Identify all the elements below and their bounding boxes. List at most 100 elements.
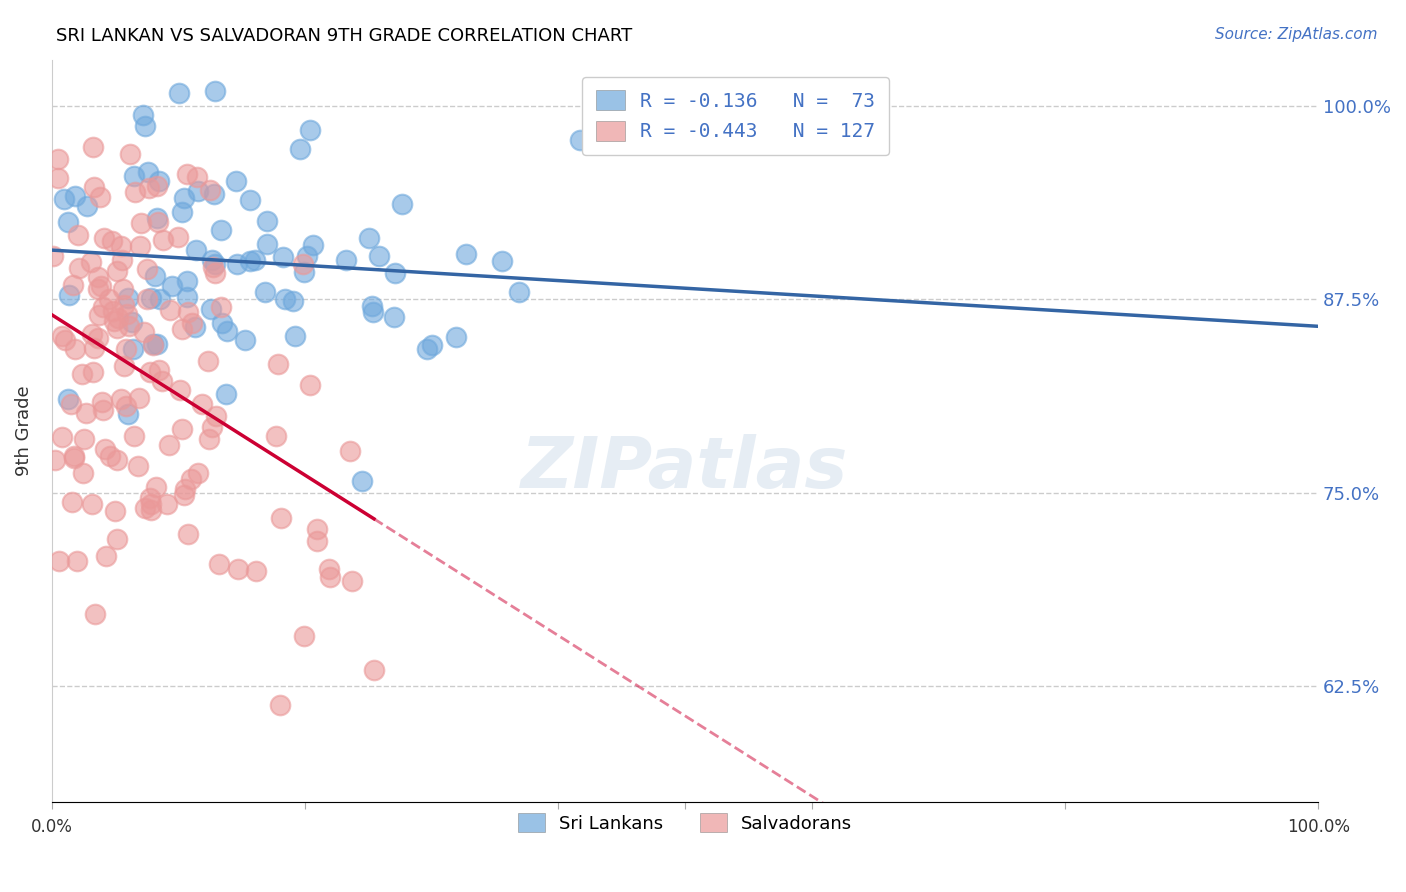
Point <box>80 255 103 269</box>
Point <box>87 270 110 285</box>
Point <box>226 562 249 576</box>
Point <box>267 357 290 371</box>
Point <box>201 253 224 268</box>
Point <box>129 216 152 230</box>
Point <box>143 269 166 284</box>
Point <box>352 474 374 488</box>
Point <box>305 533 328 548</box>
Point <box>124 169 146 183</box>
Point <box>226 257 249 271</box>
Text: SRI LANKAN VS SALVADORAN 9TH GRADE CORRELATION CHART: SRI LANKAN VS SALVADORAN 9TH GRADE CORRE… <box>56 27 633 45</box>
Point <box>91 402 114 417</box>
Point <box>89 308 111 322</box>
Point <box>90 279 112 293</box>
Point <box>63 450 86 465</box>
Point <box>416 343 439 357</box>
Point <box>159 303 181 318</box>
Point <box>209 223 232 237</box>
Point <box>42 249 65 263</box>
Point <box>115 307 138 321</box>
Point <box>94 549 117 563</box>
Point <box>187 184 209 198</box>
Point <box>114 399 136 413</box>
Point <box>51 329 73 343</box>
Point <box>111 281 134 295</box>
Point <box>46 171 69 186</box>
Point <box>59 396 82 410</box>
Point <box>176 274 198 288</box>
Point <box>420 338 443 352</box>
Point <box>508 285 530 300</box>
Text: Source: ZipAtlas.com: Source: ZipAtlas.com <box>1215 27 1378 42</box>
Point <box>46 152 69 166</box>
Point <box>80 326 103 341</box>
Point <box>204 409 226 423</box>
Point <box>367 249 389 263</box>
Point <box>83 341 105 355</box>
Point <box>118 318 141 333</box>
Point <box>124 428 146 442</box>
Point <box>101 304 124 318</box>
Point <box>357 231 380 245</box>
Point <box>180 473 202 487</box>
Point <box>139 497 162 511</box>
Point <box>273 251 295 265</box>
Point <box>148 215 170 229</box>
Point <box>176 167 198 181</box>
Point <box>200 420 222 434</box>
Point <box>299 122 322 136</box>
Point <box>139 365 162 379</box>
Point <box>93 231 115 245</box>
Point <box>290 142 312 156</box>
Point <box>292 629 315 643</box>
Point <box>63 449 86 463</box>
Point <box>173 191 195 205</box>
Point <box>204 84 226 98</box>
Point <box>170 205 193 219</box>
Point <box>200 301 222 316</box>
Point <box>157 438 180 452</box>
Point <box>90 394 112 409</box>
Point <box>62 277 84 292</box>
Point <box>156 497 179 511</box>
Point <box>75 406 97 420</box>
Point <box>201 260 224 275</box>
Point <box>66 228 89 243</box>
Text: 100.0%: 100.0% <box>1286 818 1350 836</box>
Point <box>134 119 156 133</box>
Point <box>138 181 160 195</box>
Point <box>105 453 128 467</box>
Point <box>63 342 86 356</box>
Point <box>239 254 262 268</box>
Point <box>284 329 307 343</box>
Point <box>53 334 76 348</box>
Legend: Sri Lankans, Salvadorans: Sri Lankans, Salvadorans <box>505 801 865 846</box>
Point <box>202 187 225 202</box>
Text: 0.0%: 0.0% <box>31 818 73 836</box>
Point <box>204 266 226 280</box>
Point <box>98 292 121 306</box>
Point <box>184 244 207 258</box>
Point <box>187 466 209 480</box>
Point <box>177 527 200 541</box>
Point <box>146 211 169 225</box>
Point <box>134 326 156 340</box>
Point <box>176 290 198 304</box>
Point <box>127 458 149 473</box>
Point <box>128 239 150 253</box>
Point <box>60 495 83 509</box>
Point <box>111 252 134 267</box>
Point <box>124 186 146 200</box>
Point <box>273 292 295 306</box>
Point <box>181 316 204 330</box>
Point <box>256 237 278 252</box>
Point <box>152 233 174 247</box>
Point <box>132 108 155 122</box>
Point <box>239 193 262 207</box>
Point <box>136 165 159 179</box>
Point <box>243 253 266 268</box>
Point <box>569 133 592 147</box>
Point <box>142 336 165 351</box>
Point <box>135 261 157 276</box>
Point <box>169 383 191 397</box>
